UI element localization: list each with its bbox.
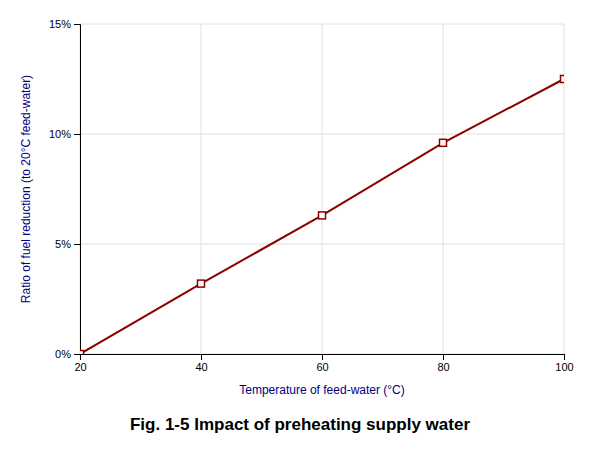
marker [440, 139, 447, 146]
x-tick-label: 60 [316, 361, 328, 373]
x-tick: 100 [555, 354, 573, 373]
y-grid-line [80, 24, 564, 25]
x-tick-label: 20 [74, 361, 86, 373]
grid [80, 24, 564, 354]
y-tick-label: 15% [49, 18, 71, 30]
x-tick-mark [322, 354, 323, 360]
line [80, 79, 564, 354]
x-axis-label: Temperature of feed-water (°C) [239, 383, 405, 397]
marker [198, 280, 205, 287]
x-tick-mark [564, 354, 565, 360]
y-axis-line [74, 25, 81, 355]
y-tick-label: 5% [55, 238, 71, 250]
y-axis-label: Ratio of fuel reduction (to 20°C feed-wa… [19, 75, 33, 303]
y-grid-line [80, 244, 564, 245]
y-grid-line [80, 134, 564, 135]
series [80, 76, 564, 355]
y-tick-mark [74, 244, 80, 245]
y-tick: 0% [55, 348, 80, 360]
y-tick: 5% [55, 238, 80, 250]
y-tick: 15% [49, 18, 80, 30]
x-tick: 20 [74, 354, 86, 373]
y-tick-mark [74, 134, 80, 135]
x-grid-line [443, 24, 444, 354]
x-tick-mark [443, 354, 444, 360]
x-grid-line [322, 24, 323, 354]
chart: 20 40 60 80 100 0% 5% 10% 15% Temperature of feed… [0, 0, 600, 450]
x-tick: 60 [316, 354, 328, 373]
x-tick-label: 80 [437, 361, 449, 373]
marker [561, 76, 565, 83]
title: Fig. 1-5 Impact of preheating supply wat… [130, 415, 470, 434]
y-tick-mark [74, 24, 80, 25]
y-axis: 0% 5% 10% 15% [49, 18, 81, 360]
x-tick: 80 [437, 354, 449, 373]
x-tick: 40 [195, 354, 207, 373]
y-tick-label: 10% [49, 128, 71, 140]
y-tick-label: 0% [55, 348, 71, 360]
y-tick-mark [74, 354, 80, 355]
x-tick-label: 40 [195, 361, 207, 373]
x-grid-line [564, 24, 565, 354]
x-grid-line [201, 24, 202, 354]
x-tick-label: 100 [555, 361, 573, 373]
plot: 20 40 60 80 100 0% 5% 10% 15% [49, 18, 574, 373]
x-axis: 20 40 60 80 100 [74, 354, 573, 373]
marker [319, 212, 326, 219]
x-tick-mark [201, 354, 202, 360]
y-tick: 10% [49, 128, 80, 140]
marker [80, 351, 84, 355]
x-axis-line [81, 355, 565, 361]
